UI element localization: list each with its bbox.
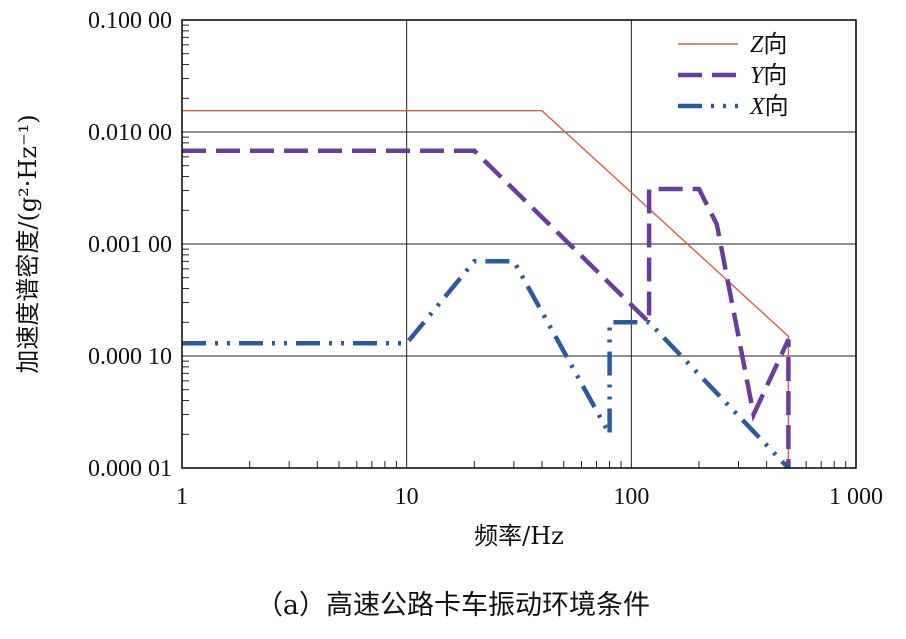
series-lines [182, 110, 791, 468]
y-tick-label-3: 0.000 10 [88, 344, 172, 370]
y-tick-label-4: 0.000 01 [88, 456, 172, 482]
x-tick-label-2: 100 [613, 484, 649, 510]
psd-chart: 1 10 100 1 000 0.100 00 0.010 00 0.001 00 0.00… [14, 8, 883, 550]
x-axis-label: 频率/Hz [474, 522, 564, 550]
legend-label-x: X向 [749, 92, 789, 120]
x-tick-labels: 1 10 100 1 000 [176, 484, 883, 510]
y-tick-label-2: 0.001 00 [88, 232, 172, 258]
series-line-x [182, 259, 791, 468]
legend: Z向 Y向 X向 [678, 30, 789, 120]
x-tick-label-0: 1 [176, 484, 188, 510]
x-tick-label-1: 10 [395, 484, 419, 510]
y-tick-label-1: 0.010 00 [88, 120, 172, 146]
y-tick-label-0: 0.100 00 [88, 8, 172, 34]
legend-label-y: Y向 [750, 61, 787, 89]
y-tick-labels: 0.100 00 0.010 00 0.001 00 0.000 10 0.000 01 [88, 8, 172, 482]
legend-label-z: Z向 [750, 30, 787, 58]
series-line-y [182, 148, 791, 468]
x-tick-label-3: 1 000 [829, 484, 883, 510]
figure-caption: （a）高速公路卡车振动环境条件 [255, 590, 651, 621]
plot-frame [181, 19, 857, 469]
minor-tick-marks [182, 24, 847, 468]
y-axis-label: 加速度谱密度/(g²·Hz⁻¹) [14, 114, 42, 373]
